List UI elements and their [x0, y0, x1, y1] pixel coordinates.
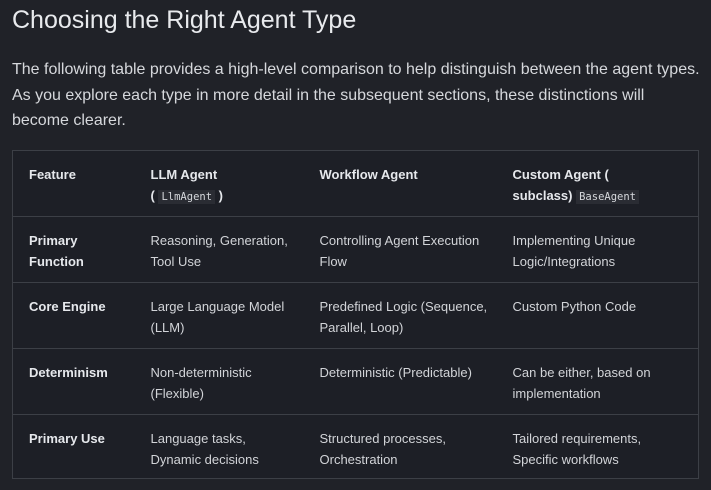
row-feature: Determinism: [29, 365, 108, 380]
header-llm-label: LLM Agent: [150, 167, 218, 182]
paren-close: ): [218, 188, 224, 203]
table-header-row: Feature LLM Agent ( LlmAgent ) Workflow A…: [12, 151, 699, 217]
cell-workflow: Controlling Agent Execution Flow: [319, 233, 480, 269]
table-row: Primary Use Language tasks, Dynamic deci…: [12, 415, 699, 479]
llm-agent-code: LlmAgent: [158, 190, 216, 204]
cell-workflow: Structured processes, Orchestration: [319, 431, 446, 467]
cell-llm: Language tasks, Dynamic decisions: [150, 431, 259, 467]
comparison-table: Feature LLM Agent ( LlmAgent ) Workflow A…: [12, 150, 699, 479]
header-llm-agent: LLM Agent ( LlmAgent ): [135, 151, 304, 217]
paren-open: (: [150, 188, 155, 203]
cell-custom: Can be either, based on implementation: [512, 365, 651, 401]
header-feature: Feature: [29, 167, 76, 182]
cell-workflow: Predefined Logic (Sequence, Parallel, Lo…: [319, 299, 488, 335]
table-row: Primary Function Reasoning, Generation, …: [12, 217, 699, 283]
row-feature: Primary Function: [29, 233, 84, 269]
cell-llm: Reasoning, Generation, Tool Use: [150, 233, 288, 269]
header-custom-label-2: subclass): [512, 188, 573, 203]
table-row: Core Engine Large Language Model (LLM) P…: [12, 283, 699, 349]
cell-llm: Large Language Model (LLM): [150, 299, 285, 335]
base-agent-code: BaseAgent: [576, 190, 640, 204]
row-feature: Core Engine: [29, 299, 106, 314]
cell-workflow: Deterministic (Predictable): [319, 365, 472, 380]
cell-llm: Non-deterministic (Flexible): [150, 365, 252, 401]
header-custom-agent: Custom Agent ( subclass) BaseAgent: [497, 151, 699, 217]
intro-paragraph: The following table provides a high-leve…: [12, 61, 700, 129]
cell-custom: Tailored requirements, Specific workflow…: [512, 431, 642, 467]
header-custom-label: Custom Agent (: [512, 167, 609, 182]
header-workflow-agent: Workflow Agent: [319, 167, 418, 182]
section-heading: Choosing the Right Agent Type: [12, 6, 357, 34]
row-feature: Primary Use: [29, 431, 105, 446]
cell-custom: Custom Python Code: [512, 299, 637, 314]
table-row: Determinism Non-deterministic (Flexible)…: [12, 349, 699, 415]
cell-custom: Implementing Unique Logic/Integrations: [512, 233, 636, 269]
